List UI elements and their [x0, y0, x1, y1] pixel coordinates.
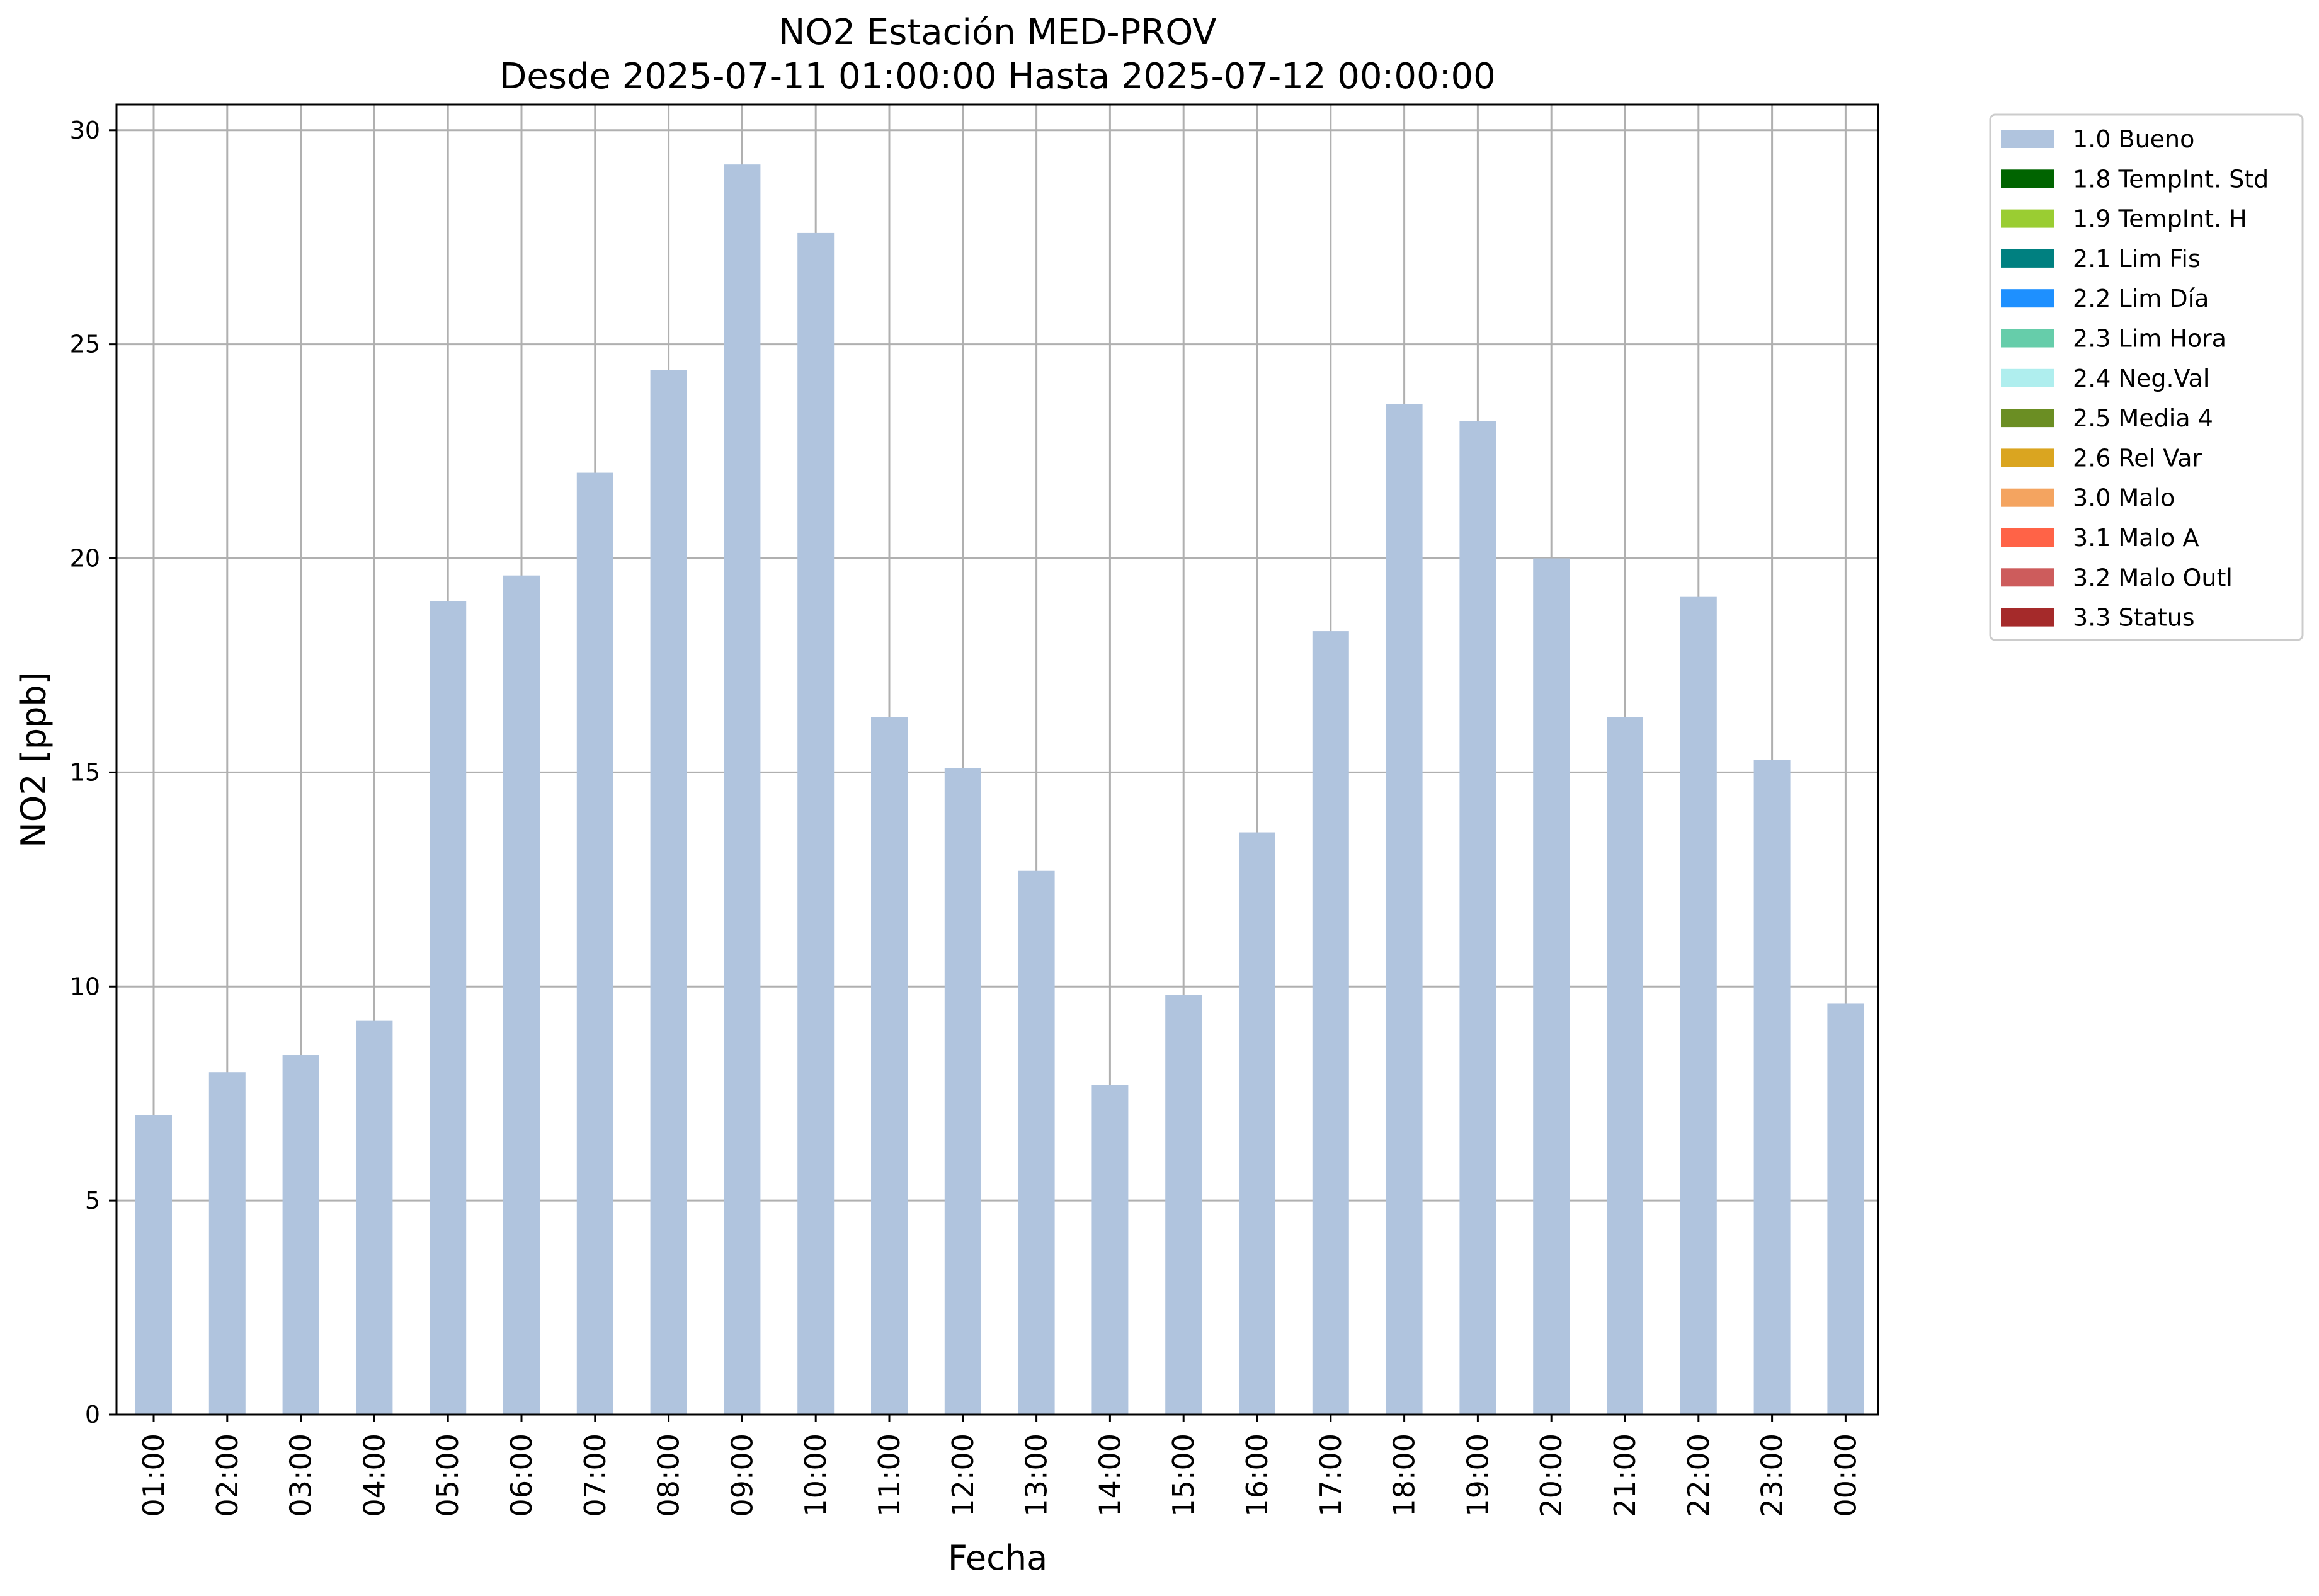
x-tick-label: 17:00 — [1314, 1434, 1348, 1517]
x-tick-label: 10:00 — [799, 1434, 833, 1517]
legend-label: 1.0 Bueno — [2073, 125, 2194, 153]
x-tick-label: 04:00 — [357, 1434, 391, 1517]
x-tick-label: 05:00 — [431, 1434, 465, 1517]
x-tick-label: 12:00 — [946, 1434, 980, 1517]
legend-label: 2.1 Lim Fis — [2073, 245, 2201, 273]
bar-02:00 — [208, 1072, 246, 1415]
x-tick-label: 06:00 — [504, 1434, 538, 1517]
bars — [135, 164, 1864, 1415]
x-tick-label: 07:00 — [578, 1434, 612, 1517]
y-tick-label: 10 — [70, 972, 100, 1000]
x-tick-label: 09:00 — [725, 1434, 759, 1517]
x-ticks: 01:00 02:00 03:00 04:00 05:00 06:00 07:00 08:00… — [137, 1415, 1862, 1517]
x-tick-label: 03:00 — [284, 1434, 318, 1517]
x-tick-label: 08:00 — [652, 1434, 686, 1517]
legend-box — [1989, 113, 2304, 641]
legend: 1.0 Bueno 1.8 TempInt. Std 1.9 TempInt. H 2… — [1989, 113, 2304, 641]
legend-swatch — [2001, 329, 2054, 348]
x-tick-label: 14:00 — [1093, 1434, 1127, 1517]
legend-label: 3.1 Malo A — [2073, 524, 2199, 552]
bar-11:00 — [871, 717, 908, 1415]
legend-label: 2.3 Lim Hora — [2073, 325, 2226, 353]
bar-08:00 — [650, 370, 687, 1415]
bar-12:00 — [944, 768, 981, 1415]
y-tick-label: 25 — [70, 331, 100, 358]
bar-21:00 — [1607, 717, 1643, 1415]
bar-22:00 — [1680, 596, 1717, 1415]
legend-swatch — [2001, 368, 2054, 387]
x-tick-label: 00:00 — [1828, 1434, 1862, 1517]
y-axis-label: NO2 [ppb] — [14, 671, 54, 847]
legend-swatch — [2001, 169, 2054, 188]
x-tick-label: 20:00 — [1534, 1434, 1568, 1517]
x-tick-label: 11:00 — [872, 1434, 906, 1517]
y-ticks: 0 5 10 15 20 25 30 — [70, 117, 117, 1428]
y-tick-label: 30 — [70, 117, 100, 144]
legend-swatch — [2001, 130, 2054, 148]
legend-label: 1.9 TempInt. H — [2073, 205, 2247, 233]
bar-03:00 — [282, 1055, 319, 1415]
x-tick-label: 18:00 — [1387, 1434, 1422, 1517]
legend-swatch — [2001, 409, 2054, 428]
legend-swatch — [2001, 488, 2054, 507]
legend-label: 3.2 Malo Outl — [2073, 564, 2233, 591]
y-tick-label: 5 — [85, 1187, 100, 1214]
bar-20:00 — [1533, 558, 1570, 1415]
bar-17:00 — [1312, 631, 1349, 1415]
x-tick-label: 19:00 — [1461, 1434, 1495, 1517]
y-tick-label: 15 — [70, 758, 100, 786]
bar-10:00 — [797, 232, 835, 1415]
legend-swatch — [2001, 448, 2054, 467]
bar-06:00 — [503, 575, 540, 1415]
bar-15:00 — [1165, 995, 1202, 1415]
bar-16:00 — [1239, 832, 1275, 1415]
x-tick-label: 13:00 — [1020, 1434, 1054, 1517]
legend-label: 2.2 Lim Día — [2073, 285, 2209, 312]
legend-swatch — [2001, 249, 2054, 268]
bar-05:00 — [430, 601, 467, 1415]
x-tick-label: 23:00 — [1755, 1434, 1789, 1517]
legend-label: 2.6 Rel Var — [2073, 444, 2202, 472]
chart-title: NO2 Estación MED-PROV — [778, 12, 1216, 53]
legend-label: 3.0 Malo — [2073, 484, 2175, 512]
legend-swatch — [2001, 568, 2054, 587]
legend-swatch — [2001, 528, 2054, 547]
x-tick-label: 21:00 — [1608, 1434, 1642, 1517]
y-tick-label: 20 — [70, 545, 100, 573]
legend-swatch — [2001, 608, 2054, 627]
x-tick-label: 16:00 — [1240, 1434, 1274, 1517]
x-tick-label: 02:00 — [210, 1434, 244, 1517]
legend-label: 2.4 Neg.Val — [2073, 365, 2209, 392]
x-axis-label: Fecha — [948, 1538, 1047, 1578]
bar-18:00 — [1386, 404, 1423, 1415]
y-tick-label: 0 — [85, 1401, 100, 1428]
bar-09:00 — [724, 164, 761, 1415]
bar-00:00 — [1827, 1003, 1864, 1415]
legend-label: 3.3 Status — [2073, 604, 2195, 632]
bar-14:00 — [1091, 1085, 1129, 1415]
x-tick-label: 01:00 — [137, 1434, 171, 1517]
bar-13:00 — [1018, 870, 1055, 1415]
bar-01:00 — [135, 1115, 172, 1415]
bar-07:00 — [576, 472, 613, 1415]
plot-frame — [115, 103, 1879, 1416]
legend-swatch — [2001, 289, 2054, 308]
x-tick-label: 22:00 — [1682, 1434, 1716, 1517]
legend-label: 2.5 Media 4 — [2073, 404, 2213, 432]
chart-subtitle: Desde 2025-07-11 01:00:00 Hasta 2025-07-… — [499, 56, 1496, 97]
bar-04:00 — [356, 1020, 393, 1415]
legend-label: 1.8 TempInt. Std — [2073, 165, 2269, 193]
bar-19:00 — [1459, 421, 1496, 1415]
x-tick-label: 15:00 — [1166, 1434, 1200, 1517]
legend-swatch — [2001, 209, 2054, 228]
bar-23:00 — [1753, 760, 1791, 1415]
legend-items: 1.0 Bueno 1.8 TempInt. Std 1.9 TempInt. H 2… — [2001, 125, 2269, 632]
